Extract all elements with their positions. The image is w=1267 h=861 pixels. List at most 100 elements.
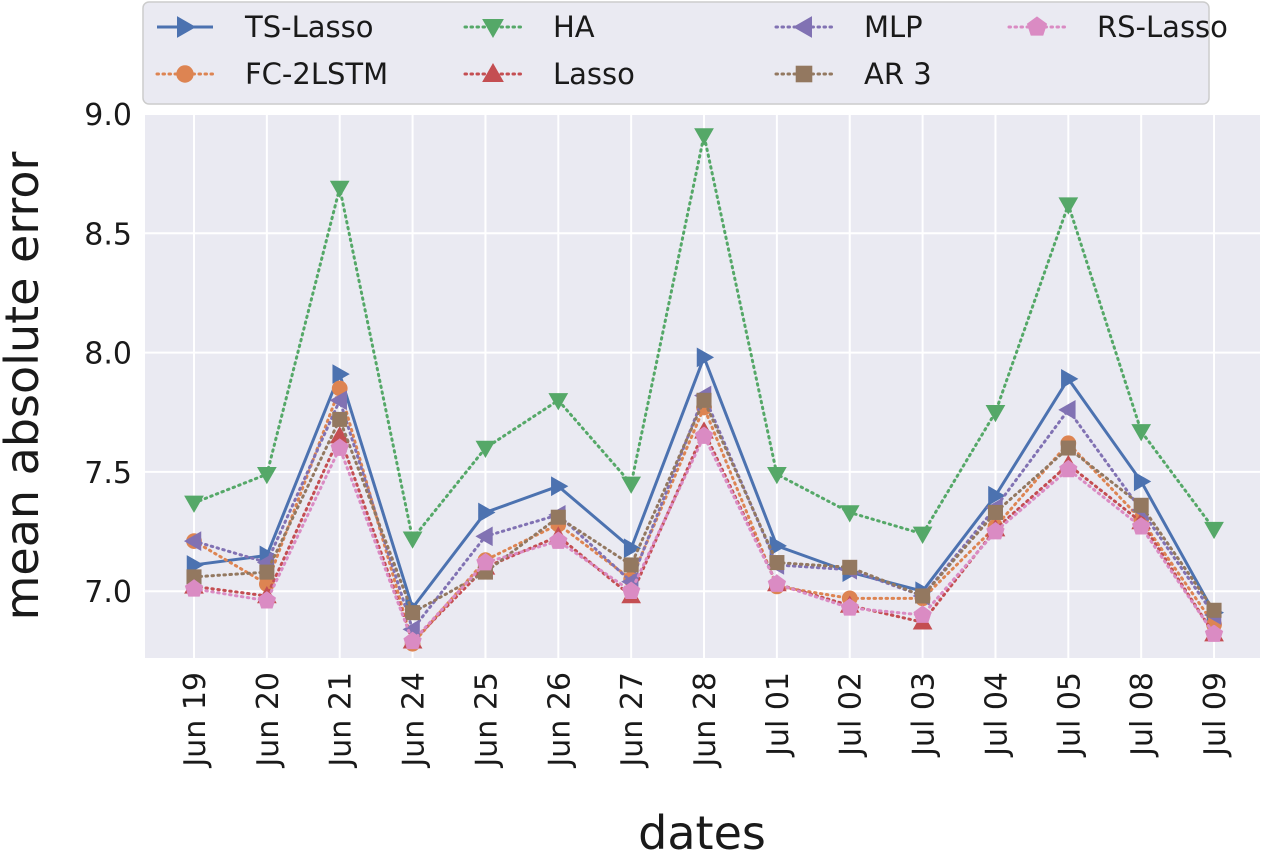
data-point: [259, 564, 275, 580]
data-point: [985, 404, 1006, 423]
legend-item: HA: [463, 10, 595, 44]
legend-label: FC-2LSTM: [245, 57, 388, 91]
series-line: [192, 133, 1216, 541]
legend: TS-Lasso FC-2LSTM HA Lasso MLP AR 3 RS-Lasso: [142, 1, 1228, 105]
data-point: [405, 605, 421, 621]
legend-marker: [176, 65, 194, 83]
series-ha: [184, 128, 1224, 549]
data-point: [623, 557, 639, 573]
legend-label: TS-Lasso: [244, 10, 373, 44]
data-point: [184, 579, 204, 597]
data-point: [475, 526, 493, 547]
legend-label: MLP: [864, 10, 923, 44]
x-tick-label: Jun 27: [615, 672, 650, 769]
data-point: [623, 538, 642, 559]
y-tick-label: 7.0: [84, 575, 132, 610]
y-tick-label: 8.5: [84, 217, 132, 252]
legend-marker: [1026, 16, 1048, 36]
y-tick-label: 8.0: [84, 337, 132, 372]
data-point: [1058, 399, 1076, 420]
data-point: [332, 364, 350, 384]
data-point: [622, 581, 641, 599]
legend-label: HA: [553, 10, 595, 44]
x-axis-ticks: Jun 19 Jun 20 Jun 21 Jun 24 Jun 25 Jun 26 Jun …: [178, 672, 1233, 769]
data-point: [694, 128, 714, 146]
data-point: [842, 559, 858, 575]
data-point: [694, 426, 714, 444]
x-tick-label: Jul 08: [1125, 672, 1160, 758]
legend-item: AR 3: [774, 57, 932, 91]
legend-marker: [482, 62, 504, 82]
legend-label: RS-Lasso: [1097, 10, 1228, 44]
data-point: [329, 180, 350, 198]
data-point: [1133, 497, 1149, 513]
data-point: [1204, 521, 1224, 540]
x-tick-label: Jun 24: [397, 672, 432, 769]
data-point: [987, 504, 1003, 520]
data-point: [403, 631, 422, 650]
x-tick-label: Jun 28: [688, 672, 723, 769]
data-point: [1131, 424, 1152, 442]
data-point: [840, 598, 859, 616]
data-point: [696, 347, 715, 368]
data-point: [912, 526, 933, 544]
data-point: [769, 555, 785, 571]
series-ar-3: [186, 392, 1222, 621]
data-point: [1204, 624, 1224, 642]
data-point: [988, 485, 1006, 506]
legend-item: Lasso: [463, 57, 635, 91]
data-point: [549, 531, 568, 549]
x-tick-label: Jul 02: [834, 672, 869, 758]
data-point: [1132, 517, 1151, 535]
legend-marker: [792, 16, 812, 38]
legend-label: AR 3: [864, 57, 932, 91]
data-point: [767, 574, 787, 592]
data-point: [621, 476, 642, 494]
data-point: [1059, 459, 1078, 478]
data-point: [915, 588, 931, 604]
series-rs-lasso: [184, 426, 1224, 650]
data-point: [696, 392, 712, 408]
legend-frame: [142, 1, 1210, 105]
x-tick-label: Jun 21: [324, 672, 359, 769]
data-point: [1133, 471, 1152, 492]
x-tick-label: Jul 05: [1052, 672, 1087, 758]
x-tick-label: Jun 20: [251, 672, 286, 769]
data-point: [184, 495, 204, 513]
series-group: [183, 128, 1225, 652]
legend-item: TS-Lasso: [157, 10, 373, 44]
x-tick-label: Jun 25: [469, 672, 504, 769]
y-axis-title: mean absolute error: [0, 151, 49, 620]
y-tick-label: 7.5: [84, 456, 132, 491]
data-point: [767, 467, 787, 485]
x-tick-label: Jul 04: [979, 672, 1014, 758]
data-point: [1058, 197, 1079, 215]
x-tick-label: Jul 09: [1198, 672, 1233, 758]
data-point: [1061, 368, 1079, 389]
data-point: [550, 509, 566, 525]
data-point: [839, 505, 860, 523]
data-point: [330, 438, 349, 456]
data-point: [256, 467, 277, 485]
data-point: [329, 390, 347, 411]
legend-item: RS-Lasso: [1007, 10, 1228, 44]
legend-item: MLP: [774, 10, 923, 44]
data-point: [986, 521, 1005, 540]
data-point: [332, 411, 348, 427]
series-line: [192, 394, 1216, 631]
data-point: [551, 476, 569, 497]
x-tick-label: Jun 19: [178, 672, 213, 769]
legend-marker: [795, 65, 813, 83]
data-point: [402, 531, 423, 549]
data-point: [476, 552, 495, 571]
data-point: [913, 605, 932, 623]
legend-marker: [482, 19, 504, 39]
y-tick-label: 9.0: [84, 98, 132, 133]
legend-item: FC-2LSTM: [155, 57, 388, 91]
x-axis-title: dates: [638, 806, 766, 860]
legend-label: Lasso: [553, 57, 635, 91]
x-tick-label: Jun 26: [542, 672, 577, 769]
data-point: [183, 531, 202, 551]
data-point: [257, 591, 277, 609]
